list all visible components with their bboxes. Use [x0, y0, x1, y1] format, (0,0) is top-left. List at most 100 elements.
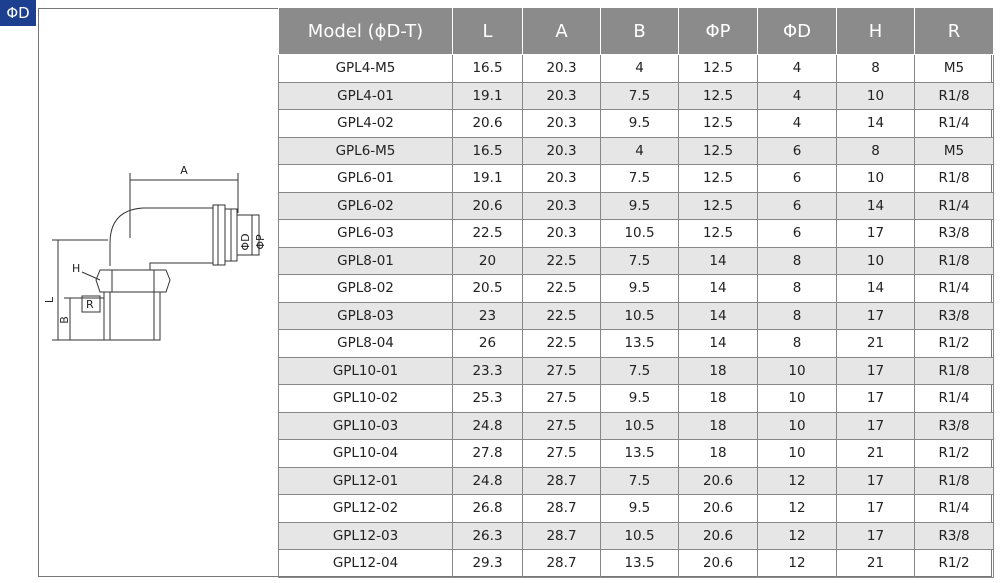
table-cell: GPL8-01: [278, 246, 453, 275]
table-row: GPL12-04 29.3 28.7 13.5 20.6 12 21 R1/2: [278, 549, 994, 578]
table-cell: 13.5: [600, 439, 679, 468]
table-cell: R3/8: [914, 521, 994, 550]
table-cell: R1/8: [914, 356, 994, 385]
table-cell: 27.5: [522, 439, 601, 468]
table-cell: 14: [678, 246, 758, 275]
table-cell: 7.5: [600, 246, 679, 275]
table-cell: GPL12-03: [278, 521, 453, 550]
table-row: GPL6-03 22.5 20.3 10.5 12.5 6 17 R3/8: [278, 219, 994, 248]
table-cell: 9.5: [600, 191, 679, 220]
table-cell: R1/2: [914, 439, 994, 468]
table-cell: R1/8: [914, 246, 994, 275]
table-cell: 8: [757, 274, 837, 303]
table-cell: 28.7: [522, 521, 601, 550]
table-cell: 10: [757, 411, 837, 440]
label-a: A: [180, 164, 188, 177]
table-cell: 17: [836, 219, 915, 248]
table-cell: 22.5: [522, 274, 601, 303]
table-cell: GPL10-04: [278, 439, 453, 468]
table-cell: 20.3: [522, 219, 601, 248]
label-l: L: [43, 296, 56, 303]
table-cell: R1/2: [914, 549, 994, 578]
table-cell: 9.5: [600, 274, 679, 303]
table-cell: 10.5: [600, 301, 679, 330]
table-cell: 6: [757, 164, 837, 193]
header-cell: ΦP: [678, 8, 758, 55]
table-cell: 20.6: [678, 521, 758, 550]
fitting-drawing: [52, 173, 260, 341]
table-cell: 8: [757, 246, 837, 275]
table-cell: 24.8: [452, 466, 523, 495]
table-cell: 12.5: [678, 136, 758, 165]
header-row: Model (ϕD-T) L A B ΦP ΦD H R: [278, 8, 994, 55]
table-row: GPL4-02 20.6 20.3 9.5 12.5 4 14 R1/4: [278, 109, 994, 138]
table-cell: GPL8-02: [278, 274, 453, 303]
table-cell: 16.5: [452, 136, 523, 165]
table-cell: 28.7: [522, 466, 601, 495]
table-cell: 8: [836, 136, 915, 165]
table-row: GPL10-04 27.8 27.5 13.5 18 10 21 R1/2: [278, 439, 994, 468]
table-cell: 20.3: [522, 81, 601, 110]
table-cell: 27.8: [452, 439, 523, 468]
table-cell: R1/4: [914, 109, 994, 138]
table-cell: R1/8: [914, 466, 994, 495]
table-cell: 18: [678, 384, 758, 413]
table-cell: 7.5: [600, 466, 679, 495]
table-cell: 17: [836, 521, 915, 550]
table-cell: 10: [836, 246, 915, 275]
table-cell: 18: [678, 411, 758, 440]
table-cell: 12.5: [678, 164, 758, 193]
table-cell: GPL4-01: [278, 81, 453, 110]
table-cell: M5: [914, 54, 994, 83]
header-cell: R: [914, 8, 994, 55]
table-row: GPL10-03 24.8 27.5 10.5 18 10 17 R3/8: [278, 411, 994, 440]
header-cell: H: [836, 8, 915, 55]
table-cell: R3/8: [914, 411, 994, 440]
table-cell: 9.5: [600, 109, 679, 138]
table-cell: 17: [836, 301, 915, 330]
table-cell: 4: [757, 54, 837, 83]
table-cell: 23.3: [452, 356, 523, 385]
table-cell: 22.5: [522, 246, 601, 275]
table-cell: 13.5: [600, 329, 679, 358]
label-r: R: [86, 298, 94, 311]
table-cell: 18: [678, 439, 758, 468]
table-cell: 12: [757, 466, 837, 495]
table-cell: 20: [452, 246, 523, 275]
label-p: ΦP: [254, 234, 267, 250]
table-row: GPL6-M5 16.5 20.3 4 12.5 6 8 M5: [278, 136, 994, 165]
table-cell: 14: [678, 301, 758, 330]
table-cell: 7.5: [600, 164, 679, 193]
table-cell: 6: [757, 219, 837, 248]
table-cell: GPL10-01: [278, 356, 453, 385]
table-cell: 4: [600, 136, 679, 165]
table-row: GPL4-M5 16.5 20.3 4 12.5 4 8 M5: [278, 54, 994, 83]
table-cell: 20.3: [522, 109, 601, 138]
label-b: B: [58, 316, 71, 324]
table-cell: GPL4-M5: [278, 54, 453, 83]
table-row: GPL10-01 23.3 27.5 7.5 18 10 17 R1/8: [278, 356, 994, 385]
table-cell: 12: [757, 549, 837, 578]
table-row: GPL6-02 20.6 20.3 9.5 12.5 6 14 R1/4: [278, 191, 994, 220]
table-cell: GPL8-03: [278, 301, 453, 330]
table-cell: 12: [757, 521, 837, 550]
table-row: GPL4-01 19.1 20.3 7.5 12.5 4 10 R1/8: [278, 81, 994, 110]
table-row: GPL8-01 20 22.5 7.5 14 8 10 R1/8: [278, 246, 994, 275]
table-body: GPL4-M5 16.5 20.3 4 12.5 4 8 M5 GPL4-01 19.1 20.3 7…: [278, 54, 994, 578]
spec-table: Model (ϕD-T) L A B ΦP ΦD H R GPL4-M5 16.5 20.3 4 12…: [278, 8, 994, 578]
table-cell: 14: [836, 109, 915, 138]
table-cell: 12.5: [678, 54, 758, 83]
table-cell: 8: [757, 301, 837, 330]
table-cell: 10: [836, 164, 915, 193]
table-cell: 20.6: [452, 191, 523, 220]
table-cell: 18: [678, 356, 758, 385]
table-cell: 6: [757, 136, 837, 165]
table-cell: 20.6: [452, 109, 523, 138]
table-cell: 19.1: [452, 81, 523, 110]
table-row: GPL8-02 20.5 22.5 9.5 14 8 14 R1/4: [278, 274, 994, 303]
table-cell: R1/2: [914, 329, 994, 358]
table-cell: 14: [836, 191, 915, 220]
table-cell: 20.3: [522, 191, 601, 220]
table-cell: 27.5: [522, 356, 601, 385]
